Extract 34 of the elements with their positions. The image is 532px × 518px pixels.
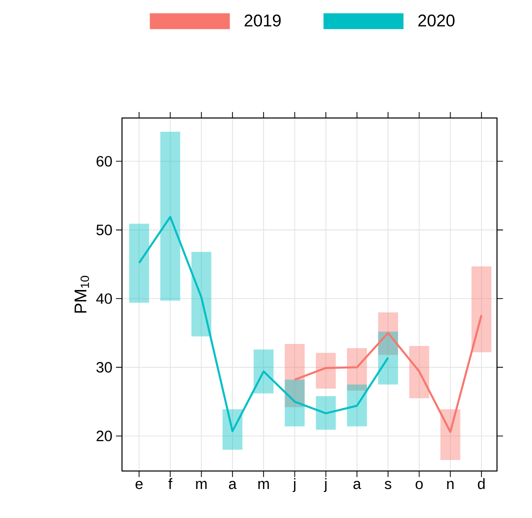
bar [284, 380, 305, 426]
bar [378, 332, 398, 384]
x-tick-label: a [228, 480, 237, 490]
bar [254, 349, 274, 394]
line-series [138, 216, 390, 432]
x-tick-label: s [384, 480, 392, 490]
x-tick-label: m [258, 480, 269, 489]
x-tick-label: e [136, 480, 143, 490]
x-tick-label: f [168, 478, 172, 489]
x-tick-label: m [196, 480, 207, 489]
bar [471, 266, 492, 352]
x-tick-label: d [478, 478, 485, 490]
y-tick-label: 30 [96, 362, 112, 373]
y-tick-label: 40 [96, 293, 112, 304]
x-tick-label: n [447, 480, 454, 489]
x-tick-label: j [324, 478, 326, 492]
line-series [294, 314, 482, 433]
y-tick-label: 50 [96, 224, 112, 236]
bar [347, 384, 367, 426]
legend-label: 2020 [418, 14, 455, 27]
bar [160, 132, 180, 301]
bar [129, 224, 150, 303]
y-axis-title: PM$_{10}$ [74, 276, 90, 313]
bar [440, 409, 460, 460]
x-tick-label: o [416, 480, 423, 490]
bar [191, 252, 212, 336]
bar [316, 396, 336, 430]
bar [409, 346, 430, 398]
legend-label: 2019 [244, 14, 281, 27]
y-tick-label: 60 [96, 156, 112, 167]
y-tick-label: 20 [96, 430, 112, 442]
x-tick-label: a [353, 480, 362, 490]
bar [316, 352, 336, 389]
x-tick-label: j [292, 478, 296, 492]
